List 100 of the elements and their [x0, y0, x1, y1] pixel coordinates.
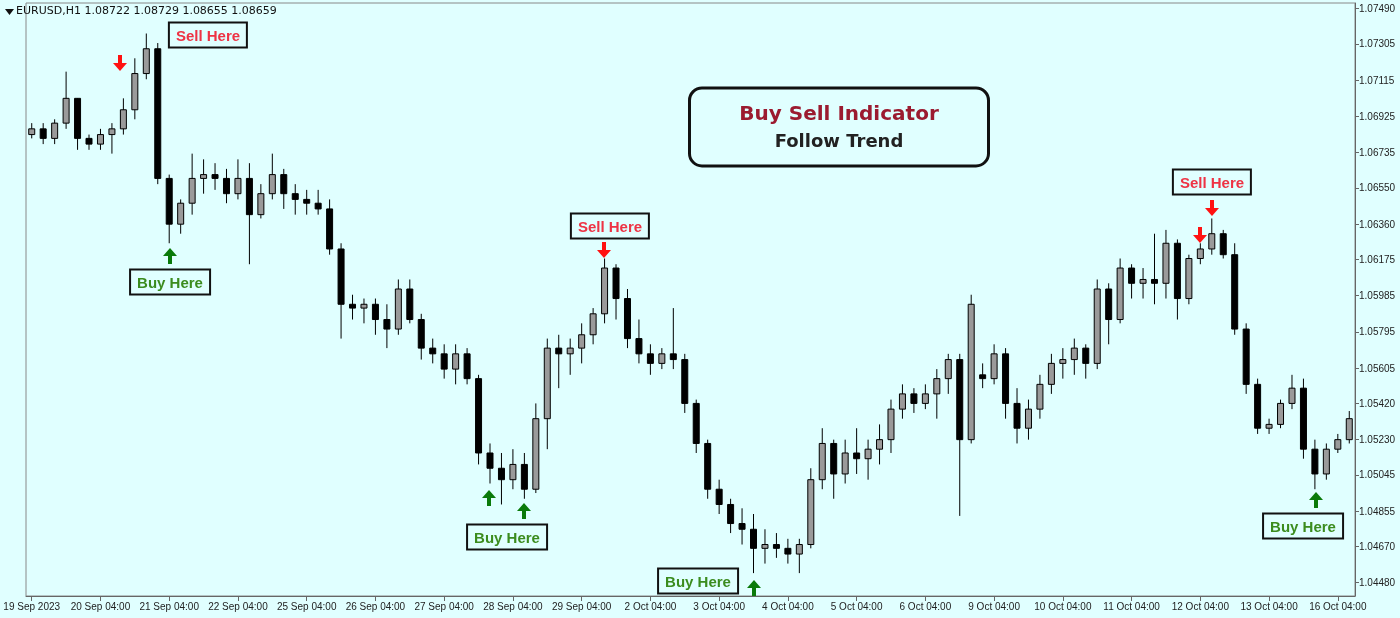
x-tick-label: 19 Sep 2023 [3, 600, 61, 612]
candlestick [555, 334, 563, 389]
x-tick-label: 11 Oct 04:00 [1103, 600, 1161, 612]
x-tick-label: 5 Oct 04:00 [830, 600, 883, 612]
candlestick [669, 307, 677, 370]
x-tick-label: 22 Sep 04:00 [208, 600, 269, 612]
candlestick [1219, 229, 1227, 259]
candlestick [51, 118, 59, 145]
x-tick-label: 12 Oct 04:00 [1171, 600, 1230, 612]
annotation: Buy Here [657, 567, 739, 595]
candlestick [371, 298, 379, 336]
candlestick [383, 303, 391, 349]
y-tick-label: 1.05420 [1359, 397, 1396, 409]
x-tick-label: 26 Sep 04:00 [345, 600, 406, 612]
candlestick [933, 368, 941, 420]
x-tick-label: 16 Oct 04:00 [1309, 600, 1367, 612]
x-tick-label: 4 Oct 04:00 [762, 600, 815, 612]
y-tick-label: 1.06925 [1359, 110, 1396, 122]
candlestick [486, 442, 494, 484]
y-tick-label: 1.06550 [1359, 182, 1396, 194]
candlestick [1288, 374, 1296, 410]
candlestick [1139, 267, 1147, 300]
candlestick [864, 439, 872, 481]
x-tick-label: 13 Oct 04:00 [1240, 600, 1299, 612]
candlestick [578, 322, 586, 364]
annotation: Buy Here [1262, 512, 1344, 540]
y-tick-label: 1.07305 [1359, 38, 1396, 50]
candlestick [268, 153, 276, 200]
candlestick [1208, 217, 1216, 256]
candlestick [440, 343, 448, 380]
y-tick-label: 1.05795 [1359, 326, 1396, 338]
candlestick [1151, 233, 1158, 305]
candlestick [509, 448, 517, 490]
chart-title: EURUSD,H1 1.08722 1.08729 1.08655 1.08659 [16, 4, 277, 17]
candlestick [497, 452, 505, 505]
candlestick [257, 183, 265, 219]
candlestick [1277, 399, 1285, 429]
candlestick [177, 198, 185, 235]
x-tick-label: 29 Sep 04:00 [551, 600, 612, 612]
candlestick [1024, 399, 1032, 441]
y-tick-label: 1.05045 [1359, 469, 1396, 481]
candlestick [291, 183, 299, 216]
annotation: Follow Trend [773, 129, 905, 154]
candlestick [452, 343, 460, 385]
candlestick [566, 338, 574, 376]
y-tick-label: 1.05985 [1359, 290, 1396, 302]
candlestick [635, 319, 643, 364]
candlestick [96, 128, 104, 151]
candlestick [429, 338, 437, 364]
candlestick [1334, 433, 1342, 454]
candlestick [1082, 343, 1090, 380]
candlestick [280, 168, 288, 210]
candlestick [39, 122, 47, 145]
x-tick-label: 3 Oct 04:00 [693, 600, 746, 612]
candlestick [360, 298, 368, 324]
annotation: Buy Here [466, 523, 548, 551]
candlestick [979, 362, 987, 389]
x-tick-label: 20 Sep 04:00 [70, 600, 131, 612]
rounded-frame: Buy Sell Indicator Follow Trend [688, 86, 990, 168]
y-tick-label: 1.06360 [1359, 218, 1396, 230]
candlestick [314, 189, 322, 216]
x-tick-label: 27 Sep 04:00 [414, 600, 475, 612]
y-tick-label: 1.04670 [1359, 540, 1396, 552]
y-tick-label: 1.04480 [1359, 577, 1396, 589]
candlestick [1128, 263, 1136, 300]
annotation: Sell Here [569, 212, 651, 240]
y-tick-label: 1.05605 [1359, 362, 1396, 374]
x-tick-label: 9 Oct 04:00 [968, 600, 1021, 612]
y-tick-label: 1.07490 [1359, 3, 1396, 15]
candlestick [589, 307, 597, 345]
x-tick-label: 21 Sep 04:00 [139, 600, 200, 612]
candlestick [200, 158, 208, 195]
candlestick [738, 507, 746, 546]
x-tick-label: 28 Sep 04:00 [483, 600, 544, 612]
candlestick [1265, 418, 1273, 435]
x-tick-label: 10 Oct 04:00 [1034, 600, 1092, 612]
candlestick [750, 513, 758, 574]
x-tick-label: 25 Sep 04:00 [276, 600, 337, 612]
annotation: Sell Here [1171, 168, 1253, 196]
candlestick [715, 479, 723, 515]
annotation: Sell Here [167, 21, 249, 49]
y-tick-label: 1.07115 [1359, 74, 1395, 86]
candlestick [119, 97, 127, 136]
candlestick [853, 427, 861, 475]
candlestick [1196, 242, 1204, 265]
y-tick-label: 1.04855 [1359, 505, 1396, 517]
candlestick [841, 439, 849, 484]
candlestick [303, 189, 311, 216]
annotation: Buy Here [129, 268, 211, 296]
y-tick-label: 1.06735 [1359, 147, 1396, 159]
candlestick [784, 538, 792, 565]
candlestick [211, 162, 219, 191]
candlestick [944, 353, 952, 395]
candlestick [1070, 338, 1078, 376]
candlestick [761, 528, 769, 565]
candlestick [921, 383, 929, 410]
candlestick [898, 383, 906, 420]
candlestick [727, 498, 735, 534]
candlestick [1047, 353, 1055, 395]
x-tick-label: 2 Oct 04:00 [624, 600, 677, 612]
